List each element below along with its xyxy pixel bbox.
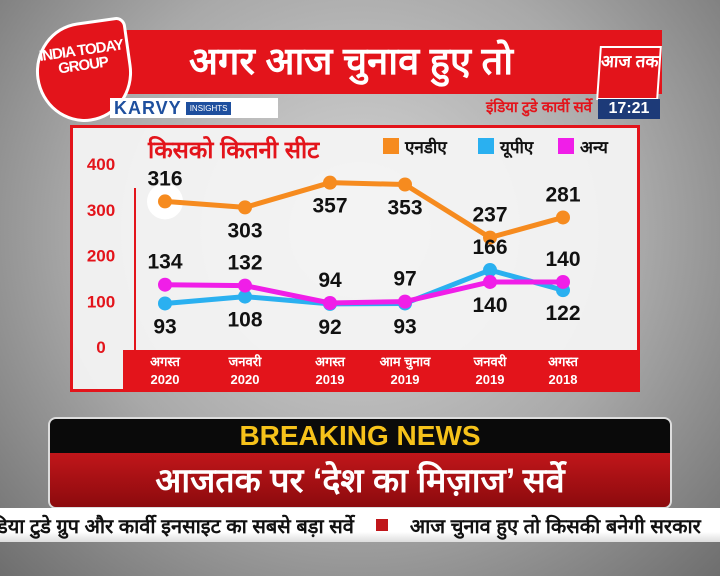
series-line xyxy=(164,279,563,306)
x-tick-label: अगस्त xyxy=(315,354,345,369)
x-axis-band xyxy=(123,350,637,390)
x-tick-label: 2019 xyxy=(476,372,505,387)
data-point xyxy=(398,177,412,192)
data-point xyxy=(238,278,252,293)
data-label: 134 xyxy=(147,251,182,274)
chart-title: किसको कितनी सीट xyxy=(147,136,320,164)
data-label: 237 xyxy=(472,204,507,227)
chart-panel: 0 100 200 300 400 अगस्त 2020 जनवरी 2020 अगस्त 2019… xyxy=(70,125,640,392)
data-point xyxy=(483,274,497,289)
data-label: 93 xyxy=(393,315,416,338)
data-point xyxy=(483,263,497,278)
y-tick-label: 200 xyxy=(87,247,115,266)
karvy-text: KARVY xyxy=(114,97,182,118)
x-tick-label: अगस्त xyxy=(548,354,578,369)
headline-banner: अगर आज चुनाव हुए तो xyxy=(80,30,662,94)
ticker-separator-icon xyxy=(375,519,388,531)
x-tick-label: जनवरी xyxy=(473,354,507,369)
data-label: 281 xyxy=(545,183,580,206)
x-tick-label: 2020 xyxy=(151,372,180,387)
data-label: 303 xyxy=(227,219,262,242)
y-tick-label: 100 xyxy=(87,292,115,311)
data-point xyxy=(483,230,497,245)
aajtak-logo: आज तक xyxy=(596,46,662,100)
y-tick-label: 300 xyxy=(87,201,115,220)
seat-chart: 0 100 200 300 400 अगस्त 2020 जनवरी 2020 अगस्त 2019… xyxy=(87,136,637,390)
data-label: 122 xyxy=(545,302,580,325)
data-label: 97 xyxy=(393,268,416,291)
data-point xyxy=(556,274,570,289)
data-label: 94 xyxy=(318,269,342,292)
breaking-news-box: BREAKING NEWS आजतक पर ‘देश का मिज़ाज’ सर… xyxy=(48,417,672,509)
legend-label: एनडीए xyxy=(404,137,447,157)
data-point xyxy=(158,296,172,311)
x-tick-label: 2020 xyxy=(231,372,260,387)
data-label: 166 xyxy=(472,236,507,259)
survey-label: इंडिया टुडे कार्वी सर्वे xyxy=(485,99,592,116)
data-label: 132 xyxy=(227,252,262,275)
legend-label: अन्य xyxy=(580,138,609,157)
data-label: 316 xyxy=(147,167,182,190)
x-tick-label: 2019 xyxy=(391,372,420,387)
data-point xyxy=(238,289,252,304)
x-tick-label: आम चुनाव xyxy=(380,354,432,370)
breaking-headline: आजतक पर ‘देश का मिज़ाज’ सर्वे xyxy=(50,453,670,507)
data-point xyxy=(323,175,337,190)
y-tick-label: 400 xyxy=(87,155,115,174)
legend-label: यूपीए xyxy=(499,137,534,159)
breaking-news-label: BREAKING NEWS xyxy=(50,419,670,453)
x-tick-label: 2019 xyxy=(316,372,345,387)
x-tick-label: अगस्त xyxy=(150,354,180,369)
series-line xyxy=(164,180,564,241)
ticker-item: इंडिया टुडे ग्रुप और कार्वी इनसाइट का सब… xyxy=(0,515,354,538)
x-tick-label: 2018 xyxy=(549,372,578,387)
data-label: 353 xyxy=(387,197,422,220)
data-point xyxy=(556,210,570,225)
y-tick-label: 0 xyxy=(96,338,105,357)
legend-swatch-icon xyxy=(383,138,399,154)
data-point xyxy=(323,295,337,310)
data-label: 108 xyxy=(227,309,262,332)
data-point xyxy=(238,200,252,215)
data-label: 357 xyxy=(312,195,347,218)
data-point xyxy=(158,277,172,292)
data-label: 140 xyxy=(472,294,507,317)
data-point xyxy=(158,194,172,209)
data-label: 92 xyxy=(318,316,341,339)
clock: 17:21 xyxy=(598,99,660,119)
data-label: 140 xyxy=(545,248,580,271)
legend-swatch-icon xyxy=(478,138,494,154)
karvy-insights-logo: KARVY INSIGHTS xyxy=(110,98,278,118)
data-point xyxy=(398,294,412,309)
x-tick-label: जनवरी xyxy=(228,354,262,369)
ticker-item: आज चुनाव हुए तो किसकी बनेगी सरकार xyxy=(409,515,701,538)
legend-swatch-icon xyxy=(558,138,574,154)
data-label: 93 xyxy=(153,315,176,338)
news-ticker: इंडिया टुडे ग्रुप और कार्वी इनसाइट का सब… xyxy=(0,508,720,542)
insights-text: INSIGHTS xyxy=(185,101,232,115)
